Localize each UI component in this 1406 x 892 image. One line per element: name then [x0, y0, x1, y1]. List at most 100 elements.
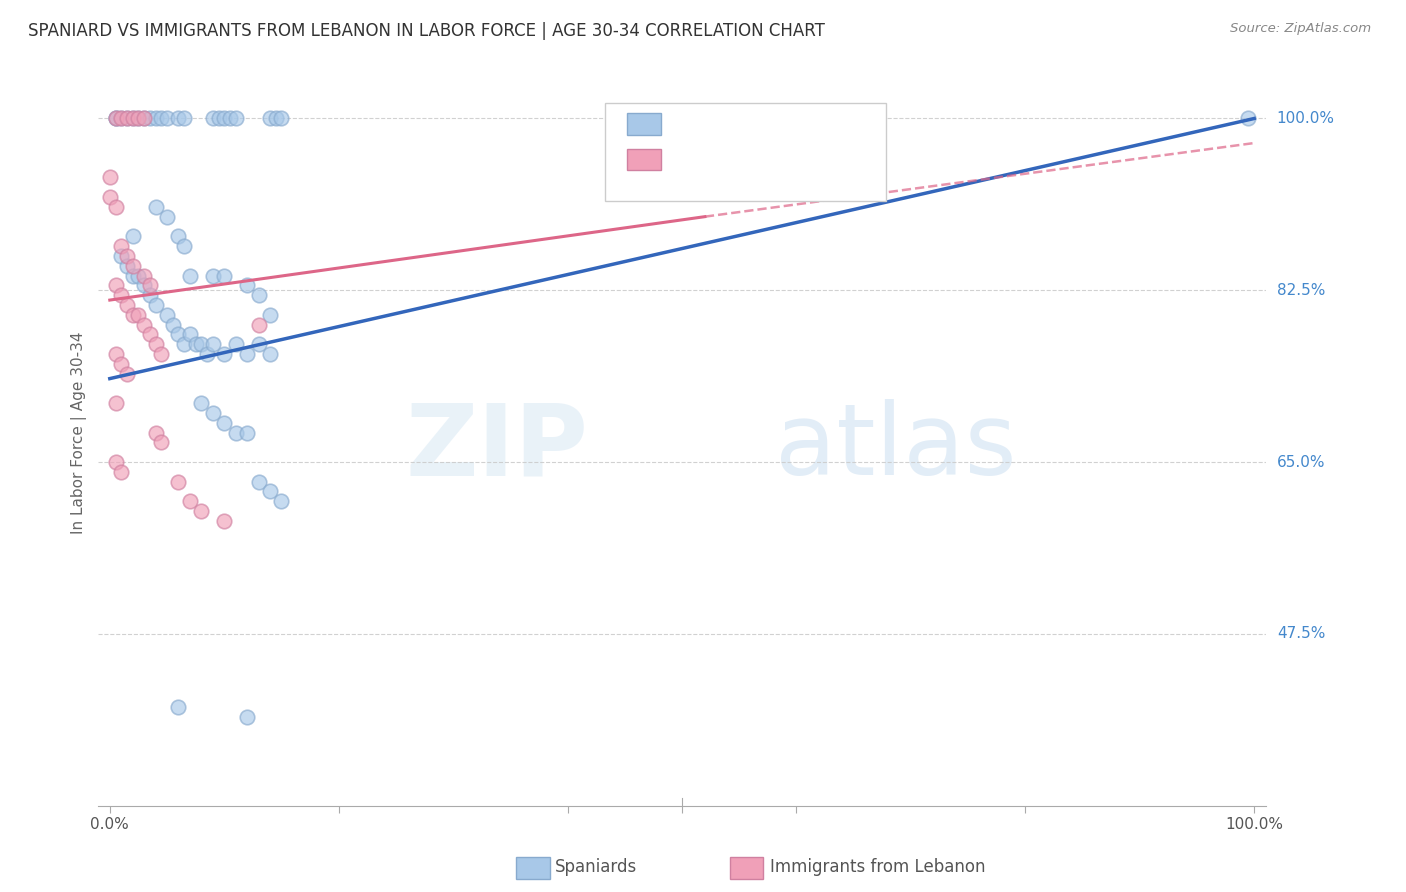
- Point: [127, 268, 149, 283]
- Point: [115, 112, 138, 126]
- Point: [121, 259, 143, 273]
- Point: [167, 229, 190, 244]
- Point: [145, 200, 167, 214]
- Point: [121, 112, 143, 126]
- Point: [259, 308, 281, 322]
- Point: [104, 278, 127, 293]
- Point: [156, 210, 179, 224]
- Point: [167, 700, 190, 714]
- Point: [104, 396, 127, 410]
- Text: ZIP: ZIP: [406, 399, 589, 496]
- Point: [110, 249, 132, 263]
- Point: [104, 112, 127, 126]
- Point: [156, 112, 179, 126]
- Point: [173, 337, 195, 351]
- Point: [259, 484, 281, 499]
- Point: [110, 288, 132, 302]
- Text: 65.0%: 65.0%: [1277, 455, 1326, 469]
- Point: [225, 425, 247, 440]
- Point: [104, 455, 127, 469]
- Point: [179, 494, 201, 508]
- Point: [134, 112, 156, 126]
- Point: [127, 112, 149, 126]
- Point: [145, 425, 167, 440]
- Text: R = 0.168   N = 51: R = 0.168 N = 51: [668, 150, 838, 168]
- Point: [121, 268, 143, 283]
- Point: [201, 112, 224, 126]
- Point: [225, 112, 247, 126]
- Point: [1237, 112, 1260, 126]
- Point: [167, 112, 190, 126]
- Point: [139, 278, 162, 293]
- Point: [104, 347, 127, 361]
- Point: [145, 112, 167, 126]
- Point: [98, 170, 121, 185]
- Point: [150, 112, 173, 126]
- Point: [212, 268, 235, 283]
- Point: [195, 347, 218, 361]
- Point: [110, 239, 132, 253]
- Point: [110, 112, 132, 126]
- Text: R = 0.222   N = 65: R = 0.222 N = 65: [668, 114, 838, 132]
- Point: [162, 318, 184, 332]
- Point: [201, 337, 224, 351]
- Point: [150, 347, 173, 361]
- Point: [207, 112, 229, 126]
- Point: [270, 494, 292, 508]
- Point: [247, 337, 270, 351]
- Point: [156, 308, 179, 322]
- Point: [212, 514, 235, 528]
- Point: [115, 249, 138, 263]
- Point: [201, 406, 224, 420]
- Point: [259, 347, 281, 361]
- Point: [139, 327, 162, 342]
- Point: [110, 357, 132, 371]
- Text: Spaniards: Spaniards: [555, 858, 637, 876]
- Point: [110, 465, 132, 479]
- Point: [115, 367, 138, 381]
- Point: [201, 268, 224, 283]
- Y-axis label: In Labor Force | Age 30-34: In Labor Force | Age 30-34: [72, 331, 87, 533]
- Point: [236, 425, 259, 440]
- Point: [127, 112, 149, 126]
- Point: [259, 112, 281, 126]
- Point: [139, 112, 162, 126]
- Point: [104, 200, 127, 214]
- Point: [179, 268, 201, 283]
- Point: [98, 190, 121, 204]
- Point: [121, 308, 143, 322]
- Point: [115, 298, 138, 312]
- Point: [212, 347, 235, 361]
- Point: [167, 475, 190, 489]
- Point: [247, 318, 270, 332]
- Point: [167, 327, 190, 342]
- Point: [236, 710, 259, 724]
- Point: [150, 435, 173, 450]
- Point: [121, 229, 143, 244]
- Point: [115, 112, 138, 126]
- Point: [134, 318, 156, 332]
- Point: [110, 112, 132, 126]
- Point: [173, 239, 195, 253]
- Point: [247, 475, 270, 489]
- Point: [190, 396, 212, 410]
- Point: [219, 112, 242, 126]
- Point: [190, 504, 212, 518]
- Point: [104, 112, 127, 126]
- Text: 100.0%: 100.0%: [1277, 111, 1334, 126]
- Point: [139, 288, 162, 302]
- Point: [212, 416, 235, 430]
- Point: [236, 347, 259, 361]
- Point: [127, 308, 149, 322]
- Text: 47.5%: 47.5%: [1277, 626, 1324, 641]
- Point: [134, 112, 156, 126]
- Text: SPANIARD VS IMMIGRANTS FROM LEBANON IN LABOR FORCE | AGE 30-34 CORRELATION CHART: SPANIARD VS IMMIGRANTS FROM LEBANON IN L…: [28, 22, 825, 40]
- Point: [104, 112, 127, 126]
- Text: atlas: atlas: [775, 399, 1017, 496]
- Point: [225, 337, 247, 351]
- Point: [145, 298, 167, 312]
- Text: 82.5%: 82.5%: [1277, 283, 1324, 298]
- Point: [212, 112, 235, 126]
- Point: [134, 268, 156, 283]
- Point: [190, 337, 212, 351]
